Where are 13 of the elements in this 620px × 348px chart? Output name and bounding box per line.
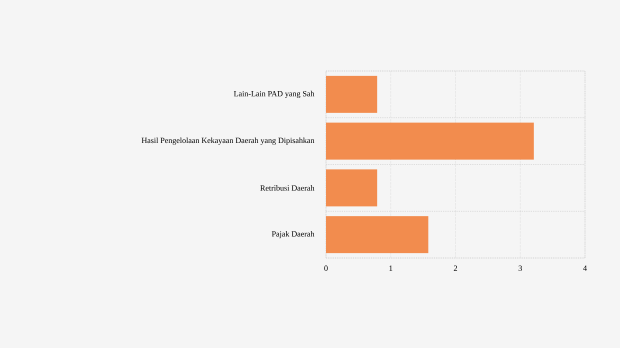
y-tick-label: Lain-Lain PAD yang Sah (234, 90, 314, 98)
y-tick-label: Hasil Pengelolaan Kekayaan Daerah yang Dipisahkan (142, 137, 314, 145)
x-tick-label: 2 (454, 266, 458, 271)
x-tick-label: 0 (324, 266, 328, 271)
bar (326, 76, 378, 113)
y-tick-label: Pajak Daerah (272, 230, 314, 238)
y-tick-label: Retribusi Daerah (260, 185, 314, 191)
x-tick-label: 4 (583, 266, 587, 271)
x-tick-label: 3 (518, 266, 522, 271)
bar (326, 169, 378, 206)
bar (326, 122, 534, 160)
bar (326, 216, 428, 254)
x-tick-label: 1 (389, 266, 392, 271)
